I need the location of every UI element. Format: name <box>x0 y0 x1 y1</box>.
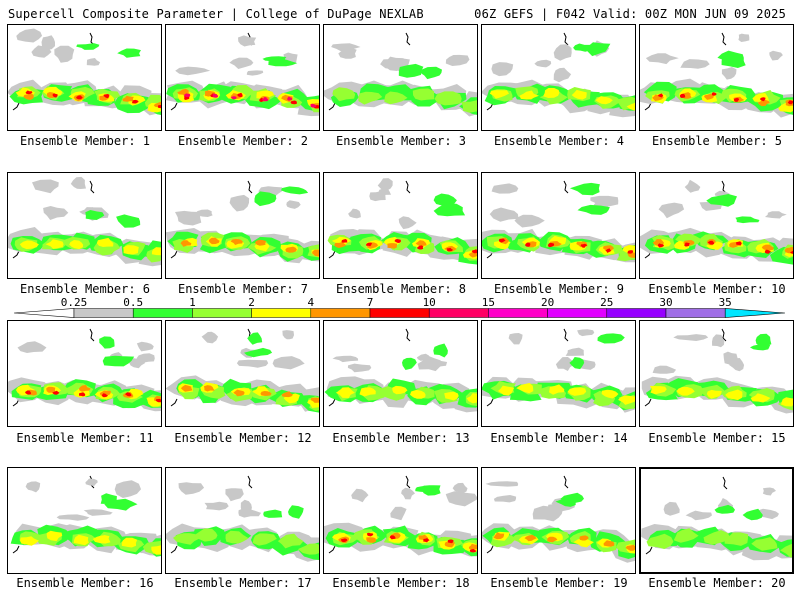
scp-contour-field <box>641 328 793 414</box>
scale-swatch <box>369 308 430 318</box>
ensemble-member-map[interactable] <box>639 24 794 131</box>
ensemble-member-label: Ensemble Member: 8 <box>335 282 467 296</box>
scp-contour-field <box>482 180 635 263</box>
scale-tick-label: 7 <box>366 296 374 309</box>
scale-swatch <box>606 308 667 318</box>
ensemble-member-label: Ensemble Member: 17 <box>174 576 312 590</box>
scale-tick-label: 1 <box>189 296 196 309</box>
ensemble-member-label: Ensemble Member: 1 <box>19 134 151 148</box>
ensemble-member-map[interactable] <box>7 467 162 574</box>
ensemble-member-map[interactable] <box>481 172 636 279</box>
scale-tick-label: 35 <box>718 296 732 309</box>
ensemble-member-map[interactable] <box>323 172 478 279</box>
ensemble-member-label: Ensemble Member: 2 <box>177 134 309 148</box>
ensemble-member-map[interactable] <box>639 172 794 279</box>
ensemble-member-map[interactable] <box>323 467 478 574</box>
scale-tick-label: 30 <box>659 296 673 309</box>
ensemble-member-map[interactable] <box>7 24 162 131</box>
ensemble-member-label: Ensemble Member: 7 <box>177 282 309 296</box>
ensemble-member-label: Ensemble Member: 3 <box>335 134 467 148</box>
ensemble-member-map[interactable] <box>165 172 320 279</box>
ensemble-member-label: Ensemble Member: 18 <box>332 576 470 590</box>
ensemble-member-map[interactable] <box>165 320 320 427</box>
ensemble-member-map[interactable] <box>165 24 320 131</box>
ensemble-member-label: Ensemble Member: 16 <box>16 576 154 590</box>
scale-swatch <box>665 308 726 318</box>
scp-contour-field <box>482 475 635 563</box>
ensemble-member-label: Ensemble Member: 12 <box>174 431 312 445</box>
ensemble-member-label: Ensemble Member: 9 <box>493 282 625 296</box>
scale-tick-label: 0.25 <box>60 296 88 309</box>
scale-tick-label: 25 <box>600 296 614 309</box>
map-title: Supercell Composite Parameter | College … <box>8 7 424 21</box>
scale-tick-label: 10 <box>422 296 436 309</box>
scp-contour-field <box>641 476 792 561</box>
scp-contour-field <box>10 475 161 557</box>
ensemble-member-map[interactable] <box>481 467 636 574</box>
ensemble-member-label: Ensemble Member: 15 <box>648 431 786 445</box>
scp-contour-field <box>482 328 635 413</box>
ensemble-member-map[interactable] <box>481 320 636 427</box>
scp-contour-field <box>482 32 635 118</box>
scp-contour-field <box>324 328 477 413</box>
scp-contour-field <box>324 475 477 557</box>
ensemble-member-label: Ensemble Member: 6 <box>19 282 151 296</box>
scale-swatch <box>488 308 548 318</box>
scp-contour-field <box>166 328 319 413</box>
scp-contour-field <box>324 32 477 117</box>
model-run-info: 06Z GEFS | F042 Valid: 00Z MON JUN 09 20… <box>474 7 786 21</box>
scp-contour-field <box>327 178 477 265</box>
scale-swatch <box>73 308 134 318</box>
scp-contour-field <box>8 176 161 267</box>
scale-swatch <box>310 308 371 318</box>
color-scale-bar <box>14 308 786 318</box>
scale-swatch <box>428 308 489 318</box>
ensemble-member-map[interactable] <box>323 320 478 427</box>
ensemble-member-label: Ensemble Member: 11 <box>16 431 154 445</box>
scp-contour-field <box>640 32 793 118</box>
ensemble-member-map[interactable] <box>165 467 320 574</box>
ensemble-member-label: Ensemble Member: 5 <box>651 134 783 148</box>
scp-contour-field <box>166 475 319 562</box>
ensemble-member-label: Ensemble Member: 4 <box>493 134 625 148</box>
ensemble-member-label: Ensemble Member: 20 <box>648 576 786 590</box>
ensemble-member-map[interactable] <box>639 320 794 427</box>
scp-contour-field <box>8 28 161 116</box>
ensemble-member-label: Ensemble Member: 10 <box>648 282 786 296</box>
scale-tick-label: 2 <box>248 296 255 309</box>
scp-contour-field <box>166 32 319 117</box>
scale-swatch <box>192 308 252 318</box>
scale-low-arrow <box>14 308 75 318</box>
ensemble-member-map[interactable] <box>7 320 162 427</box>
ensemble-member-map[interactable] <box>7 172 162 279</box>
scp-contour-field <box>8 328 161 412</box>
scale-tick-label: 0.5 <box>123 296 144 309</box>
scale-swatch <box>547 308 608 318</box>
scp-contour-field <box>640 179 793 265</box>
scale-swatch <box>132 308 193 318</box>
ensemble-member-map[interactable] <box>481 24 636 131</box>
scale-high-arrow <box>724 308 786 318</box>
scp-contour-field <box>166 180 319 264</box>
scale-tick-label: 4 <box>307 296 315 309</box>
ensemble-member-label: Ensemble Member: 14 <box>490 431 628 445</box>
scale-tick-label: 15 <box>481 296 496 309</box>
ensemble-member-map[interactable] <box>323 24 478 131</box>
ensemble-member-label: Ensemble Member: 19 <box>490 576 628 590</box>
ensemble-member-map[interactable] <box>639 467 794 574</box>
scale-tick-label: 20 <box>540 296 555 309</box>
scale-swatch <box>251 308 312 318</box>
ensemble-member-label: Ensemble Member: 13 <box>332 431 470 445</box>
